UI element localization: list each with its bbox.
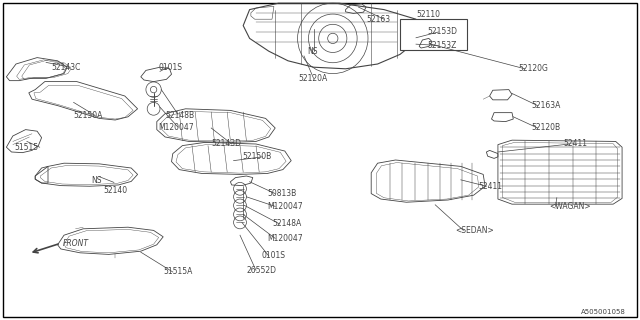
Text: 0101S: 0101S <box>261 252 285 260</box>
Text: 52150A: 52150A <box>74 111 103 120</box>
FancyBboxPatch shape <box>3 3 637 317</box>
Text: 52120G: 52120G <box>518 64 548 73</box>
Text: 51515A: 51515A <box>163 268 193 276</box>
Text: 52120B: 52120B <box>531 124 561 132</box>
FancyBboxPatch shape <box>400 19 467 50</box>
Text: 50813B: 50813B <box>268 189 297 198</box>
Text: 51515: 51515 <box>14 143 38 152</box>
Text: 52120A: 52120A <box>298 74 328 83</box>
Text: M120047: M120047 <box>268 234 303 243</box>
Text: 52153D: 52153D <box>428 28 458 36</box>
Text: 52153Z: 52153Z <box>428 41 457 50</box>
Text: A505001058: A505001058 <box>581 309 626 315</box>
Text: M120047: M120047 <box>159 124 195 132</box>
Text: NS: NS <box>307 47 317 56</box>
Text: 52411: 52411 <box>563 140 588 148</box>
Text: 26552D: 26552D <box>246 266 276 275</box>
Text: M120047: M120047 <box>268 202 303 211</box>
Text: 52143D: 52143D <box>211 140 241 148</box>
Text: 52163: 52163 <box>366 15 390 24</box>
Text: FRONT: FRONT <box>63 239 89 248</box>
Text: 52143C: 52143C <box>51 63 81 72</box>
Text: 52110: 52110 <box>416 10 440 19</box>
Text: 52411: 52411 <box>479 182 503 191</box>
Text: 52148A: 52148A <box>272 220 301 228</box>
Text: 52150B: 52150B <box>242 152 271 161</box>
Text: 0101S: 0101S <box>159 63 183 72</box>
Text: NS: NS <box>91 176 101 185</box>
Text: <SEDAN>: <SEDAN> <box>456 226 495 235</box>
Text: 52163A: 52163A <box>531 101 561 110</box>
Text: 52148B: 52148B <box>165 111 195 120</box>
Text: 52140: 52140 <box>104 186 128 195</box>
Text: <WAGAN>: <WAGAN> <box>549 202 591 211</box>
